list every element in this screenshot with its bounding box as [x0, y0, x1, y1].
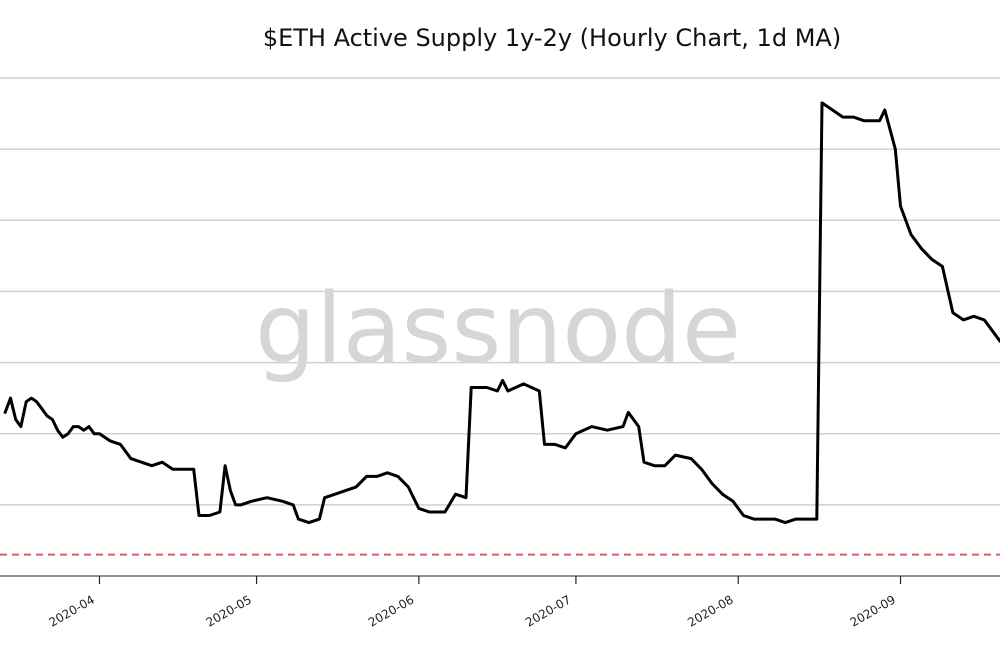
x-tick-label-5: 2020-09 [848, 592, 898, 629]
x-tick-label-1: 2020-05 [204, 592, 254, 629]
x-tick-label-0: 2020-04 [47, 592, 97, 629]
chart-title: $ETH Active Supply 1y-2y (Hourly Chart, … [263, 24, 841, 52]
x-axis: 2020-04 2020-05 2020-06 2020-07 2020-08 2020-… [0, 575, 1000, 630]
series-line-0 [3, 101, 1000, 525]
x-tick-label-2: 2020-06 [366, 592, 416, 629]
x-tick-label-3: 2020-07 [523, 592, 573, 629]
series-layer [3, 101, 1000, 525]
grid-layer [0, 77, 1000, 506]
watermark-logo-text: glassnode [255, 273, 741, 385]
x-tick-label-4: 2020-08 [685, 592, 735, 629]
